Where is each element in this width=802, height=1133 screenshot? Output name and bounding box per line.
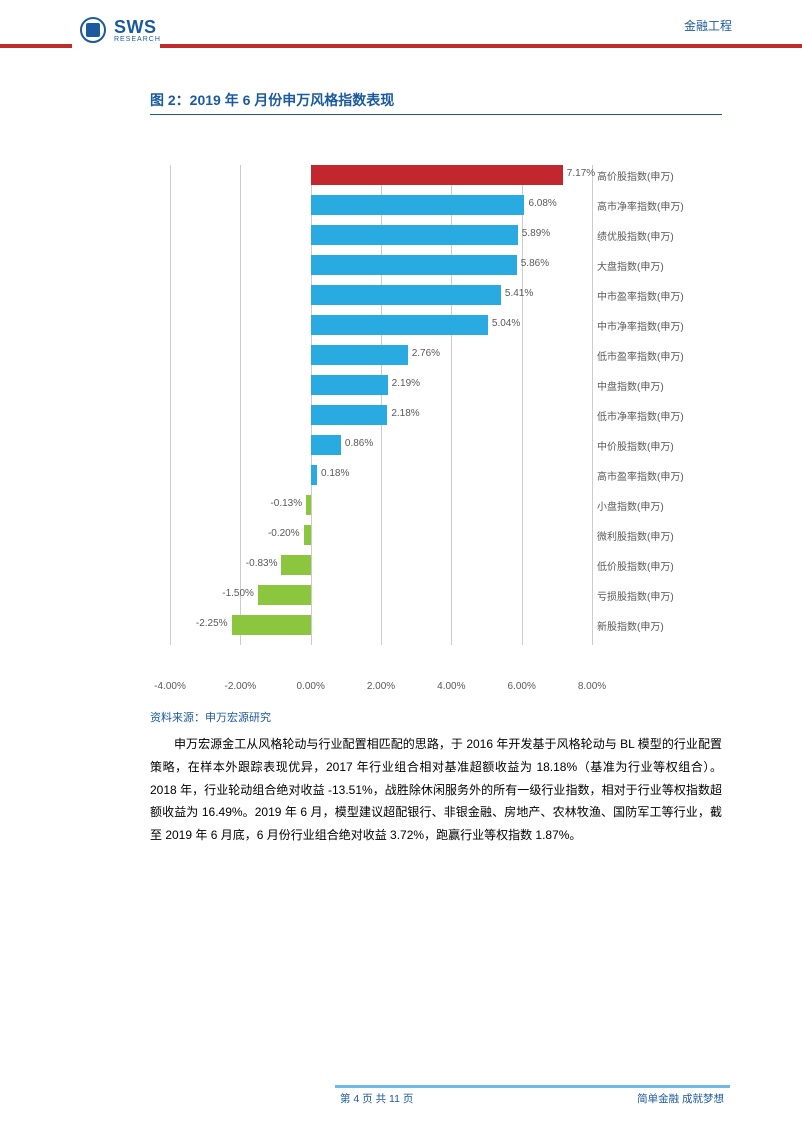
- bar: [311, 375, 388, 395]
- header-rule-right: [160, 44, 802, 48]
- logo-main-text: SWS: [114, 18, 161, 36]
- chart-x-axis: -4.00%-2.00%0.00%2.00%4.00%6.00%8.00%: [170, 681, 592, 695]
- bar-category-label: 亏损股指数(申万): [597, 588, 727, 603]
- bar-value-label: 6.08%: [528, 198, 556, 209]
- footer-bar: [335, 1085, 730, 1088]
- bar: [311, 225, 518, 245]
- bar-value-label: 2.19%: [392, 378, 420, 389]
- bar: [311, 345, 408, 365]
- bar-value-label: 0.18%: [321, 468, 349, 479]
- bar-value-label: 2.18%: [391, 408, 419, 419]
- bar-category-label: 中市净率指数(申万): [597, 318, 727, 333]
- bar-row: 5.04%中市净率指数(申万): [170, 315, 592, 335]
- bar-value-label: -0.13%: [270, 498, 302, 509]
- bar-category-label: 新股指数(申万): [597, 618, 727, 633]
- bar-value-label: 7.17%: [567, 168, 595, 179]
- bar: [311, 315, 488, 335]
- logo-sub-text: RESEARCH: [114, 36, 161, 43]
- page-footer: 第 4 页 共 11 页 简单金融 成就梦想: [0, 1085, 802, 1105]
- bar-chart: 7.17%高价股指数(申万) 6.08%高市净率指数(申万) 5.89%绩优股指数(…: [170, 165, 722, 705]
- bar-value-label: -0.20%: [268, 528, 300, 539]
- bar-row: 6.08%高市净率指数(申万): [170, 195, 592, 215]
- bar-category-label: 微利股指数(申万): [597, 528, 727, 543]
- bar-value-label: 5.04%: [492, 318, 520, 329]
- bar-category-label: 大盘指数(申万): [597, 258, 727, 273]
- body-paragraph: 申万宏源金工从风格轮动与行业配置相匹配的思路，于 2016 年开发基于风格轮动与…: [150, 733, 722, 847]
- footer-page-number: 第 4 页 共 11 页: [340, 1091, 413, 1106]
- gridline: [592, 165, 593, 645]
- bar-category-label: 高市净率指数(申万): [597, 198, 727, 213]
- header-category: 金融工程: [684, 17, 732, 34]
- bar-row: -1.50%亏损股指数(申万): [170, 585, 592, 605]
- bar-value-label: 0.86%: [345, 438, 373, 449]
- bar: [311, 195, 525, 215]
- x-tick-label: 8.00%: [578, 681, 606, 692]
- bar-row: 0.18%高市盈率指数(申万): [170, 465, 592, 485]
- bar-category-label: 小盘指数(申万): [597, 498, 727, 513]
- bar-row: 5.86%大盘指数(申万): [170, 255, 592, 275]
- bar: [311, 465, 317, 485]
- logo: SWS RESEARCH: [80, 17, 161, 43]
- chart-source: 资料来源：申万宏源研究: [150, 709, 722, 725]
- bar-category-label: 中价股指数(申万): [597, 438, 727, 453]
- bar-category-label: 低市盈率指数(申万): [597, 348, 727, 363]
- bar-category-label: 绩优股指数(申万): [597, 228, 727, 243]
- logo-icon: [80, 17, 106, 43]
- bar-value-label: 2.76%: [412, 348, 440, 359]
- x-tick-label: 0.00%: [296, 681, 324, 692]
- x-tick-label: 6.00%: [507, 681, 535, 692]
- bar-value-label: -2.25%: [196, 618, 228, 629]
- bar-value-label: -0.83%: [246, 558, 278, 569]
- bar-row: 2.19%中盘指数(申万): [170, 375, 592, 395]
- bar-row: -0.13%小盘指数(申万): [170, 495, 592, 515]
- bar: [281, 555, 310, 575]
- bar-row: 5.41%中市盈率指数(申万): [170, 285, 592, 305]
- bar: [306, 495, 311, 515]
- bar: [232, 615, 311, 635]
- x-tick-label: -2.00%: [224, 681, 256, 692]
- bar-row: 7.17%高价股指数(申万): [170, 165, 592, 185]
- bar-row: 0.86%中价股指数(申万): [170, 435, 592, 455]
- footer-slogan: 简单金融 成就梦想: [637, 1091, 724, 1106]
- bar-row: -2.25%新股指数(申万): [170, 615, 592, 635]
- x-tick-label: 2.00%: [367, 681, 395, 692]
- chart-plot: 7.17%高价股指数(申万) 6.08%高市净率指数(申万) 5.89%绩优股指数(…: [170, 165, 592, 645]
- bar-category-label: 中市盈率指数(申万): [597, 288, 727, 303]
- bar: [311, 405, 388, 425]
- x-tick-label: -4.00%: [154, 681, 186, 692]
- bar-category-label: 低价股指数(申万): [597, 558, 727, 573]
- bar-value-label: -1.50%: [222, 588, 254, 599]
- bar-row: 5.89%绩优股指数(申万): [170, 225, 592, 245]
- bar: [258, 585, 311, 605]
- bar-value-label: 5.86%: [521, 258, 549, 269]
- bar-row: -0.20%微利股指数(申万): [170, 525, 592, 545]
- content-area: 图 2：2019 年 6 月份申万风格指数表现 7.17%高价股指数(申万) 6.…: [0, 60, 802, 847]
- bar-category-label: 低市净率指数(申万): [597, 408, 727, 423]
- bar-row: 2.76%低市盈率指数(申万): [170, 345, 592, 365]
- bar-row: 2.18%低市净率指数(申万): [170, 405, 592, 425]
- bar: [311, 285, 501, 305]
- bar-value-label: 5.89%: [522, 228, 550, 239]
- x-tick-label: 4.00%: [437, 681, 465, 692]
- page-header: SWS RESEARCH 金融工程: [0, 0, 802, 60]
- bar-category-label: 高市盈率指数(申万): [597, 468, 727, 483]
- bar: [311, 435, 341, 455]
- header-rule-left: [0, 44, 72, 48]
- chart-title: 图 2：2019 年 6 月份申万风格指数表现: [150, 90, 722, 115]
- bar-row: -0.83%低价股指数(申万): [170, 555, 592, 575]
- bar-category-label: 中盘指数(申万): [597, 378, 727, 393]
- bar: [311, 165, 563, 185]
- bar-category-label: 高价股指数(申万): [597, 168, 727, 183]
- bar-value-label: 5.41%: [505, 288, 533, 299]
- bar: [304, 525, 311, 545]
- bar: [311, 255, 517, 275]
